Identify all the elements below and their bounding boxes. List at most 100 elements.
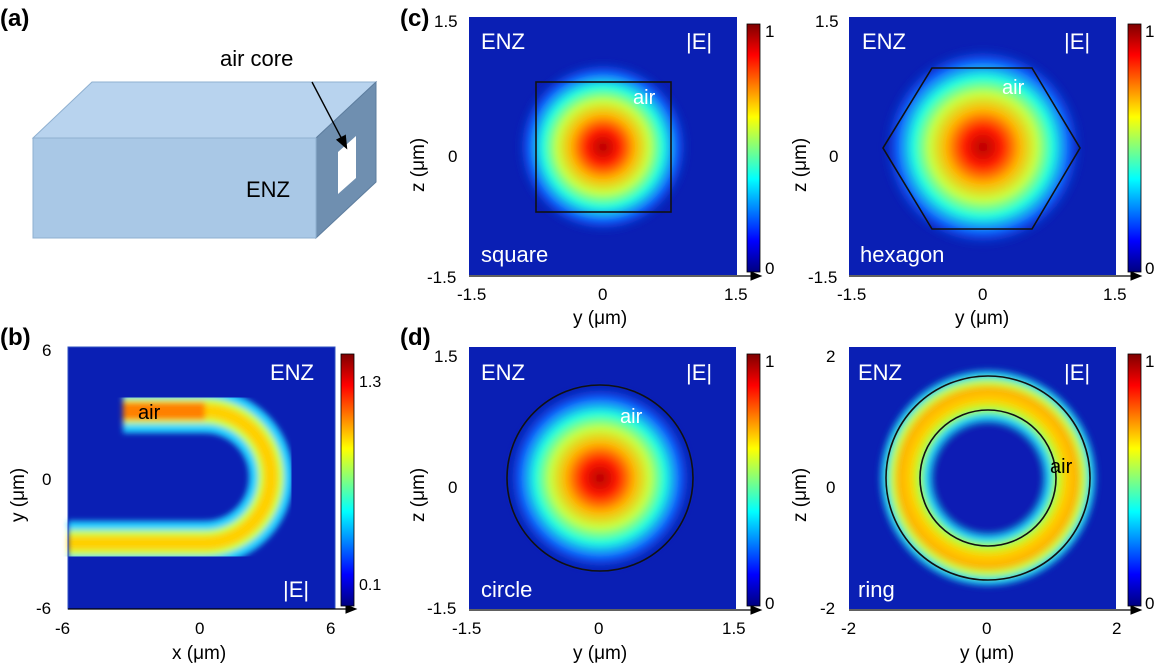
ring-cbar-top: 1 [1145,352,1154,371]
panel-b-field-label: |E| [283,577,309,602]
square-ytick-2: -1.5 [427,268,456,287]
panel-b-xtick-right: 6 [326,619,335,638]
square-cbar-bottom: 0 [765,259,774,278]
ring-ylabel: z (μm) [790,468,811,522]
panel-b-xlabel: x (μm) [172,643,226,664]
square-colorbar [746,23,761,273]
square-ylabel: z (μm) [408,138,429,192]
panel-a-label: (a) [0,5,29,32]
ring-cbar-bottom: 0 [1145,594,1154,613]
square-xlabel: y (μm) [573,308,627,329]
plot-circle: ENZ |E| air circle 1 0 -1.5 0 1.5 1.5 0 … [408,347,774,664]
ring-xtick-2: 2 [1112,619,1121,638]
hexagon-ytick-2: -1.5 [808,268,837,287]
hexagon-xtick-2: 1.5 [1103,285,1127,304]
air-core-pointer [311,81,348,150]
hexagon-enz: ENZ [862,29,906,54]
panel-b: (b) ENZ |E| air -6 0 6 6 0 -6 x (μm) y (… [0,324,381,664]
panel-b-plot-background [68,347,335,609]
air-core-opening [338,136,356,194]
hexagon-field-spot [881,45,1085,249]
panel-b-xtick-mid: 0 [195,619,204,638]
panel-c-label: (c) [400,5,429,32]
plot-square: ENZ |E| air square 1 0 -1.5 0 1.5 1.5 0 … [408,12,774,329]
panel-d: (d) ENZ |E| air circle 1 0 -1.5 0 1.5 1.… [400,324,1154,664]
ring-xtick-0: -2 [841,619,856,638]
panel-b-ytick-top: 6 [42,341,51,360]
square-shape-label: square [481,242,548,267]
circle-ytick-0: 1.5 [434,347,458,366]
hexagon-ylabel: z (μm) [790,138,811,192]
circle-air: air [620,406,643,428]
hexagon-shape-label: hexagon [860,242,944,267]
ring-ytick-1: 0 [826,478,835,497]
square-ytick-1: 0 [448,147,457,166]
square-field-spot [515,59,691,235]
panel-b-colorbar [340,353,355,607]
hexagon-ytick-0: 1.5 [815,12,839,31]
circle-cbar-top: 1 [765,352,774,371]
hexagon-colorbar [1127,23,1142,273]
hexagon-air: air [1002,77,1025,99]
panel-b-label: (b) [0,324,31,351]
ring-inner-outline [919,409,1057,547]
circle-shape-label: circle [481,577,532,602]
panel-c: (c) ENZ |E| air square 1 0 -1.5 0 1.5 1.… [400,5,1154,329]
ring-ytick-0: 2 [826,347,835,366]
hexagon-ytick-1: 0 [829,147,838,166]
circle-colorbar [746,353,761,607]
square-xtick-2: 1.5 [724,285,748,304]
ring-ytick-2: -2 [820,599,835,618]
circle-cbar-bottom: 0 [765,594,774,613]
panel-a: (a) air core ENZ [0,5,378,240]
circle-enz: ENZ [481,360,525,385]
hexagon-field: |E| [1064,29,1090,54]
panel-d-label: (d) [400,324,431,351]
panel-b-ytick-bottom: -6 [36,599,51,618]
panel-b-ytick-mid: 0 [42,470,51,489]
panel-b-xtick-left: -6 [55,619,70,638]
panel-b-air-label: air [138,402,161,424]
circle-ytick-2: -1.5 [427,599,456,618]
square-xtick-1: 0 [598,285,607,304]
ring-colorbar [1127,353,1142,607]
square-xtick-0: -1.5 [457,285,486,304]
ring-air: air [1050,456,1073,478]
square-air: air [633,87,656,109]
hexagon-core-outline [882,67,1081,230]
air-core-annotation: air core [220,46,293,71]
panel-b-cbar-top: 1.3 [359,374,381,391]
circle-field: |E| [686,360,712,385]
ring-field: |E| [1064,360,1090,385]
hexagon-xlabel: y (μm) [955,308,1009,329]
plot-hexagon: ENZ |E| air hexagon 1 0 -1.5 0 1.5 1.5 0… [790,12,1154,329]
circle-ylabel: z (μm) [408,468,429,522]
circle-core-outline [506,384,694,572]
box-front-face [32,137,317,239]
ring-shape-label: ring [858,577,895,602]
square-field: |E| [686,29,712,54]
ring-xtick-1: 0 [982,619,991,638]
circle-xtick-2: 1.5 [722,619,746,638]
square-ytick-0: 1.5 [434,12,458,31]
ring-field-band [878,368,1098,588]
ring-xlabel: y (μm) [960,643,1014,664]
square-core-outline [535,81,672,213]
hexagon-xtick-0: -1.5 [837,285,866,304]
ring-outer-outline [885,375,1091,581]
panel-b-cbar-bottom: 0.1 [359,577,381,594]
circle-field-spot [505,383,695,573]
circle-xtick-0: -1.5 [452,619,481,638]
circle-xlabel: y (μm) [573,643,627,664]
u-bend-waveguide-field [68,389,293,565]
hexagon-cbar-bottom: 0 [1145,259,1154,278]
enz-label: ENZ [246,177,290,202]
circle-ytick-1: 0 [448,478,457,497]
ring-enz: ENZ [858,360,902,385]
hexagon-xtick-1: 0 [978,285,987,304]
plot-ring: ENZ |E| air ring 1 0 -2 0 2 2 0 -2 y (μm… [790,347,1154,664]
panel-b-ylabel: y (μm) [8,468,29,522]
square-enz: ENZ [481,29,525,54]
circle-xtick-1: 0 [594,619,603,638]
square-cbar-top: 1 [765,22,774,41]
